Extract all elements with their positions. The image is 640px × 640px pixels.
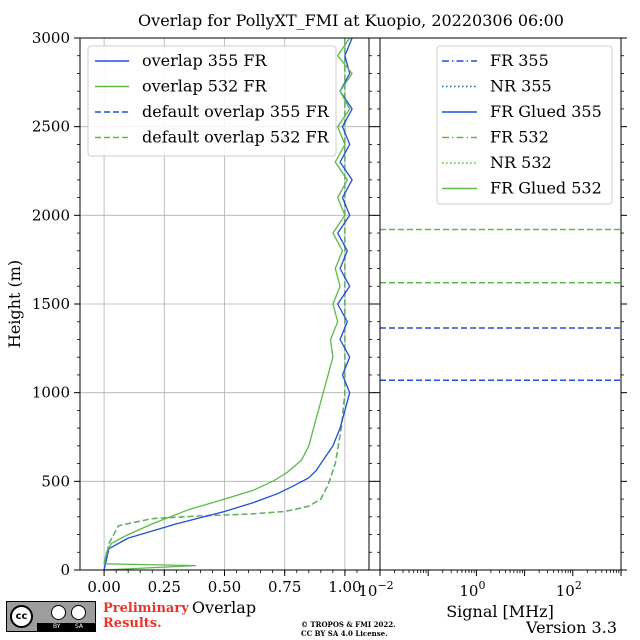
signal-x-tick-label: 10−2 [358, 579, 393, 600]
copyright-line-1: © TROPOS & FMI 2022. [301, 620, 396, 629]
legend-entry: overlap 355 FR [142, 51, 268, 70]
copyright-note: © TROPOS & FMI 2022. CC BY SA 4.0 Licens… [301, 620, 396, 638]
cc-license-badge: cc BY SA [6, 601, 96, 632]
y-tick-label: 3000 [32, 29, 70, 47]
cc-sharealike-icon [71, 605, 86, 620]
legend-entry: FR Glued 355 [490, 102, 602, 121]
cc-sa-text: SA [75, 623, 84, 630]
tick-base: 10 [556, 582, 575, 600]
height-y-label: Height (m) [5, 260, 24, 348]
y-tick-label: 2000 [32, 206, 70, 224]
tick-exponent: −2 [377, 579, 393, 592]
legend-entry: default overlap 355 FR [142, 102, 330, 121]
cc-by-text: BY [53, 623, 61, 630]
signal-x-tick-label: 102 [556, 579, 582, 600]
signal-x-tick-label: 100 [459, 579, 485, 600]
overlap-axes-frame [79, 37, 370, 571]
legend-entry: default overlap 532 FR [142, 128, 330, 147]
cc-strip: BY SA [37, 623, 95, 631]
cc-logo-icon: cc [10, 605, 33, 628]
series-line-overlap-355-fr [103, 37, 353, 571]
legend-entry: overlap 532 FR [142, 77, 268, 96]
legend-entry: NR 532 [490, 153, 552, 172]
cc-attribution-icon [51, 605, 66, 620]
overlap-x-label: Overlap [192, 598, 256, 617]
figure-title: Overlap for PollyXT_FMI at Kuopio, 20220… [138, 11, 564, 30]
signal-axes-frame [379, 37, 622, 571]
x-tick-label: 0.25 [148, 578, 181, 596]
x-tick-label: 0.75 [268, 578, 301, 596]
version-label: Version 3.3 [526, 618, 617, 637]
signal-legend-box [436, 45, 613, 205]
legend-entry: FR 532 [490, 128, 549, 147]
x-tick-label: 0.50 [208, 578, 241, 596]
series-line-overlap-532-fr [103, 37, 353, 571]
y-tick-label: 0 [60, 561, 70, 579]
preliminary-line-2: Results. [103, 616, 162, 631]
legend-entry: NR 355 [490, 77, 552, 96]
y-tick-label: 1000 [32, 384, 70, 402]
tick-base: 10 [358, 582, 377, 600]
overlap-legend-box [87, 45, 337, 157]
y-tick-label: 500 [41, 472, 70, 490]
x-tick-label: 1.00 [328, 578, 361, 596]
legend-entry: FR 355 [490, 51, 549, 70]
preliminary-line-1: Preliminary [103, 601, 189, 616]
legend-entry: FR Glued 532 [490, 179, 602, 198]
overlap-panel: 0.00 0.25 0.50 0.75 1.0005001000150020002500… [5, 29, 627, 617]
copyright-line-2: CC BY SA 4.0 License. [301, 629, 388, 638]
tick-exponent: 2 [575, 579, 582, 592]
signal-x-label: Signal [MHz] [446, 602, 554, 621]
y-tick-label: 2500 [32, 118, 70, 136]
y-tick-label: 1500 [32, 295, 70, 313]
x-tick-label: 0.00 [87, 578, 120, 596]
series-line-default-overlap-532-fr [103, 38, 346, 571]
tick-base: 10 [459, 582, 478, 600]
preliminary-results-note: Preliminary Results. [103, 601, 189, 631]
tick-exponent: 0 [478, 579, 485, 592]
